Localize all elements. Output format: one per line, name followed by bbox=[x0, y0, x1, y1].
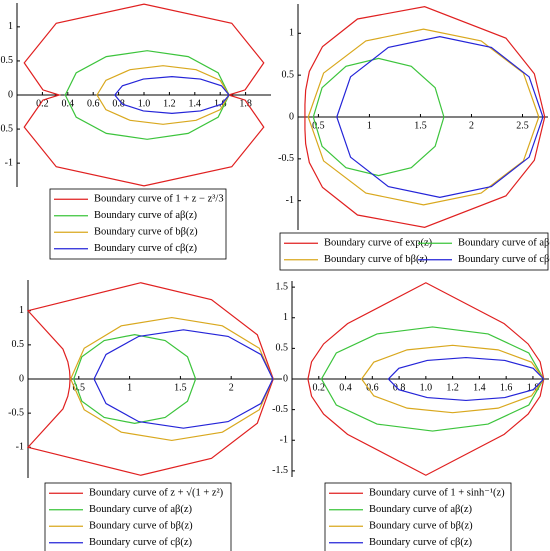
panel: 0.5 1 1.5 2 2.5 -1 -0.5 0 0.5 1 bbox=[278, 4, 548, 230]
y-tick-label: 0.5 bbox=[12, 339, 25, 350]
y-tick-label: 0.5 bbox=[282, 69, 295, 80]
y-tick-label: -1.5 bbox=[272, 465, 288, 476]
x-tick-label: 0.4 bbox=[62, 98, 75, 109]
x-tick-label: 1.8 bbox=[239, 98, 252, 109]
y-tick-label: -1 bbox=[5, 157, 13, 168]
x-tick-label: 0.2 bbox=[36, 98, 49, 109]
legend-label: Boundary curve of z + √(1 + z²) bbox=[89, 487, 224, 499]
panel: 0.2 0.4 0.6 0.8 1.0 1.2 1.4 1.6 1.8 -1.5 -1 -0.5 0 0.… bbox=[272, 281, 549, 477]
y-tick-label: 0.5 bbox=[276, 343, 289, 354]
legend-label: Boundary curve of 1 + sinh⁻¹(z) bbox=[369, 488, 505, 499]
legend: Boundary curve of 1 + z − z³/3 Boundary c… bbox=[49, 188, 227, 260]
legend-label: Boundary curve of aβ(z) bbox=[89, 504, 193, 515]
curve bbox=[64, 50, 230, 140]
legend-label: Boundary curve of cβ(z) bbox=[94, 243, 198, 254]
y-tick-label: 1 bbox=[19, 305, 24, 316]
x-tick-label: 0.2 bbox=[313, 382, 326, 393]
legend-label: Boundary curve of 1 + z − z³/3 bbox=[94, 194, 224, 205]
curve bbox=[307, 28, 540, 206]
y-tick-label: 0 bbox=[283, 373, 288, 384]
curve bbox=[96, 65, 230, 125]
y-tick-label: -0.5 bbox=[278, 153, 294, 164]
legend-label: Boundary curve of aβ(z) bbox=[94, 210, 198, 221]
x-tick-label: 1.0 bbox=[420, 382, 433, 393]
panel: 0.2 0.4 0.6 0.8 1.0 1.2 1.4 1.6 1.8 -1 -0.5 0 0.5 1 bbox=[0, 3, 271, 187]
legend-box bbox=[279, 232, 549, 271]
x-tick-label: 2.5 bbox=[516, 120, 529, 131]
x-tick-label: 1 bbox=[127, 382, 132, 393]
curve bbox=[387, 356, 545, 402]
x-tick-label: 0.4 bbox=[339, 382, 352, 393]
y-tick-label: -0.5 bbox=[8, 407, 24, 418]
legend-label: Boundary curve of bβ(z) bbox=[369, 521, 473, 532]
x-tick-label: 2 bbox=[469, 120, 474, 131]
y-tick-label: -1 bbox=[286, 195, 294, 206]
legend-box bbox=[44, 482, 232, 551]
curve bbox=[70, 316, 274, 442]
y-tick-label: 1 bbox=[8, 21, 13, 32]
x-tick-label: 1.5 bbox=[414, 120, 427, 131]
y-tick-label: -1 bbox=[16, 442, 24, 453]
curve bbox=[114, 75, 230, 115]
curve bbox=[360, 344, 545, 414]
curve bbox=[93, 329, 274, 429]
x-tick-label: 0.6 bbox=[366, 382, 379, 393]
x-tick-label: 1.0 bbox=[138, 98, 151, 109]
x-tick-label: 1.8 bbox=[527, 382, 540, 393]
legend-label: Boundary curve of aβ(z) bbox=[458, 238, 550, 249]
curve bbox=[73, 334, 197, 424]
x-tick-label: 0.6 bbox=[87, 98, 100, 109]
legend-label: Boundary curve of cβ(z) bbox=[369, 537, 473, 548]
legend-label: Boundary curve of bβ(z) bbox=[324, 254, 428, 265]
legend-box bbox=[49, 188, 227, 260]
y-tick-label: -1 bbox=[280, 435, 288, 446]
x-tick-label: 1.2 bbox=[446, 382, 459, 393]
y-tick-label: -0.5 bbox=[272, 404, 288, 415]
curve bbox=[336, 36, 544, 198]
legend-label: Boundary curve of bβ(z) bbox=[89, 521, 193, 532]
x-tick-label: 0.5 bbox=[312, 120, 325, 131]
x-tick-label: 1 bbox=[367, 120, 372, 131]
x-tick-label: 1.4 bbox=[189, 98, 202, 109]
legend-label: Boundary curve of aβ(z) bbox=[369, 504, 473, 515]
x-tick-label: 2 bbox=[229, 382, 234, 393]
legend-label: Boundary curve of cβ(z) bbox=[458, 254, 550, 265]
y-tick-label: 0.5 bbox=[1, 55, 14, 66]
x-tick-label: 0.5 bbox=[73, 382, 86, 393]
x-tick-label: 0.8 bbox=[112, 98, 125, 109]
curve bbox=[304, 6, 546, 228]
x-tick-label: 1.4 bbox=[473, 382, 486, 393]
x-tick-label: 1.6 bbox=[214, 98, 227, 109]
legend-label: Boundary curve of bβ(z) bbox=[94, 227, 198, 238]
y-tick-label: 0 bbox=[8, 89, 13, 100]
legend: Boundary curve of z + √(1 + z²) Boundary … bbox=[44, 482, 232, 551]
curve bbox=[307, 282, 545, 476]
legend-label: Boundary curve of cβ(z) bbox=[89, 537, 193, 548]
x-tick-label: 1.5 bbox=[174, 382, 187, 393]
legend-label: Boundary curve of exp(z) bbox=[324, 238, 433, 249]
y-tick-label: 0 bbox=[19, 373, 24, 384]
y-tick-label: 1 bbox=[289, 28, 294, 39]
curve bbox=[320, 326, 545, 432]
x-tick-label: 1.2 bbox=[163, 98, 176, 109]
legend-box bbox=[324, 482, 512, 551]
y-tick-label: 1.5 bbox=[276, 281, 289, 292]
curve bbox=[23, 3, 265, 187]
x-tick-label: 0.8 bbox=[393, 382, 406, 393]
panel: 0.5 1 1.5 2 -1 -0.5 0 0.5 1 bbox=[8, 280, 282, 478]
legend: Boundary curve of 1 + sinh⁻¹(z) Boundary … bbox=[324, 482, 512, 551]
y-tick-label: 0 bbox=[289, 111, 294, 122]
x-tick-label: 1.6 bbox=[500, 382, 513, 393]
curve bbox=[312, 57, 445, 177]
y-tick-label: 1 bbox=[283, 312, 288, 323]
y-tick-label: -0.5 bbox=[0, 123, 13, 134]
legend: Boundary curve of exp(z) Boundary curve o… bbox=[279, 232, 550, 271]
